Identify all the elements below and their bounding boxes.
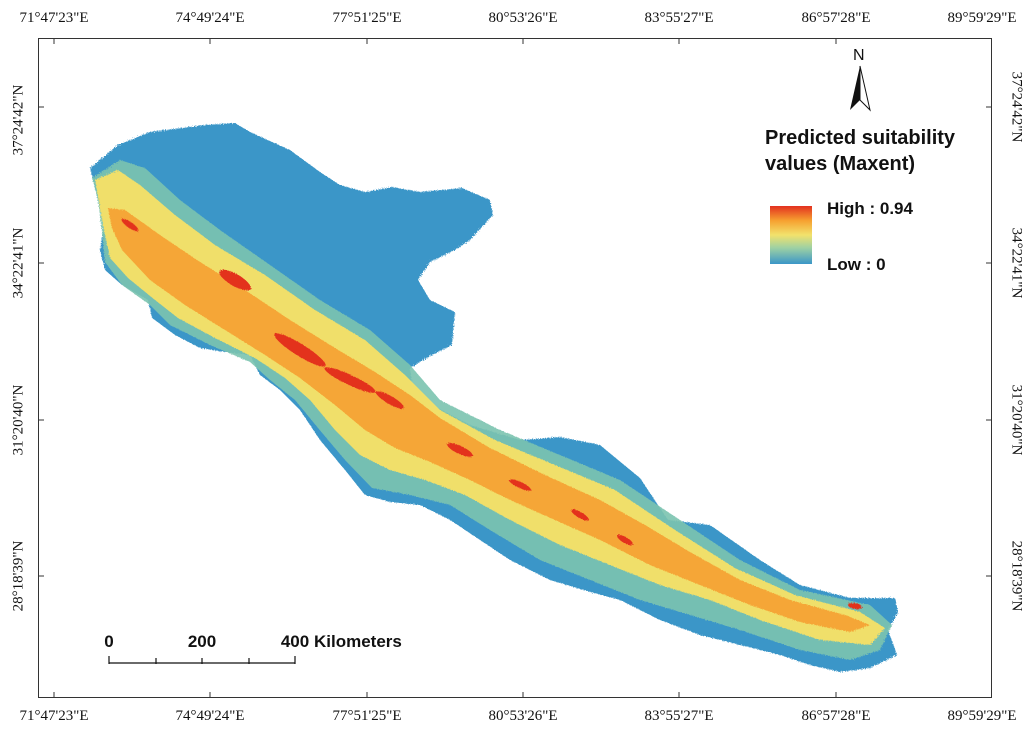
longitude-label-bottom: 89°59'29"E <box>947 708 1017 724</box>
legend-high-label: High : 0.94 <box>827 199 913 218</box>
suitability-zone-low-mid <box>92 160 892 660</box>
suitability-peaks <box>121 218 862 610</box>
graticule-ticks <box>38 38 992 698</box>
longitude-label-bottom: 74°49'24"E <box>175 708 245 724</box>
longitude-label-bottom: 80°53'26"E <box>488 708 558 724</box>
longitude-label-bottom: 77°51'25"E <box>332 708 402 724</box>
scale-label-0: 0 <box>104 632 114 651</box>
north-letter: N <box>853 47 865 64</box>
legend-low-label: Low : 0 <box>827 255 886 274</box>
scale-label-400: 400 <box>280 632 310 651</box>
longitude-label-top: 71°47'23"E <box>19 10 89 26</box>
scale-label-200: 200 <box>187 632 217 651</box>
scale-bar <box>108 656 296 664</box>
longitude-label-bottom: 83°55'27"E <box>644 708 714 724</box>
scale-units: Kilometers <box>314 632 402 651</box>
suitability-zone-mid <box>95 170 885 645</box>
north-arrow-icon <box>850 65 871 112</box>
longitude-label-bottom: 86°57'28"E <box>801 708 871 724</box>
longitude-label-top: 80°53'26"E <box>488 10 558 26</box>
legend-title: Predicted suitability values (Maxent) <box>765 125 995 177</box>
legend-color-ramp <box>770 206 812 264</box>
longitude-label-top: 77°51'25"E <box>332 10 402 26</box>
legend-title-line1: Predicted suitability <box>765 127 956 149</box>
longitude-label-top: 74°49'24"E <box>175 10 245 26</box>
legend-title-line2: values (Maxent) <box>765 153 916 175</box>
longitude-label-top: 83°55'27"E <box>644 10 714 26</box>
longitude-label-bottom: 71°47'23"E <box>19 708 89 724</box>
longitude-label-top: 86°57'28"E <box>801 10 871 26</box>
longitude-label-top: 89°59'29"E <box>947 10 1017 26</box>
